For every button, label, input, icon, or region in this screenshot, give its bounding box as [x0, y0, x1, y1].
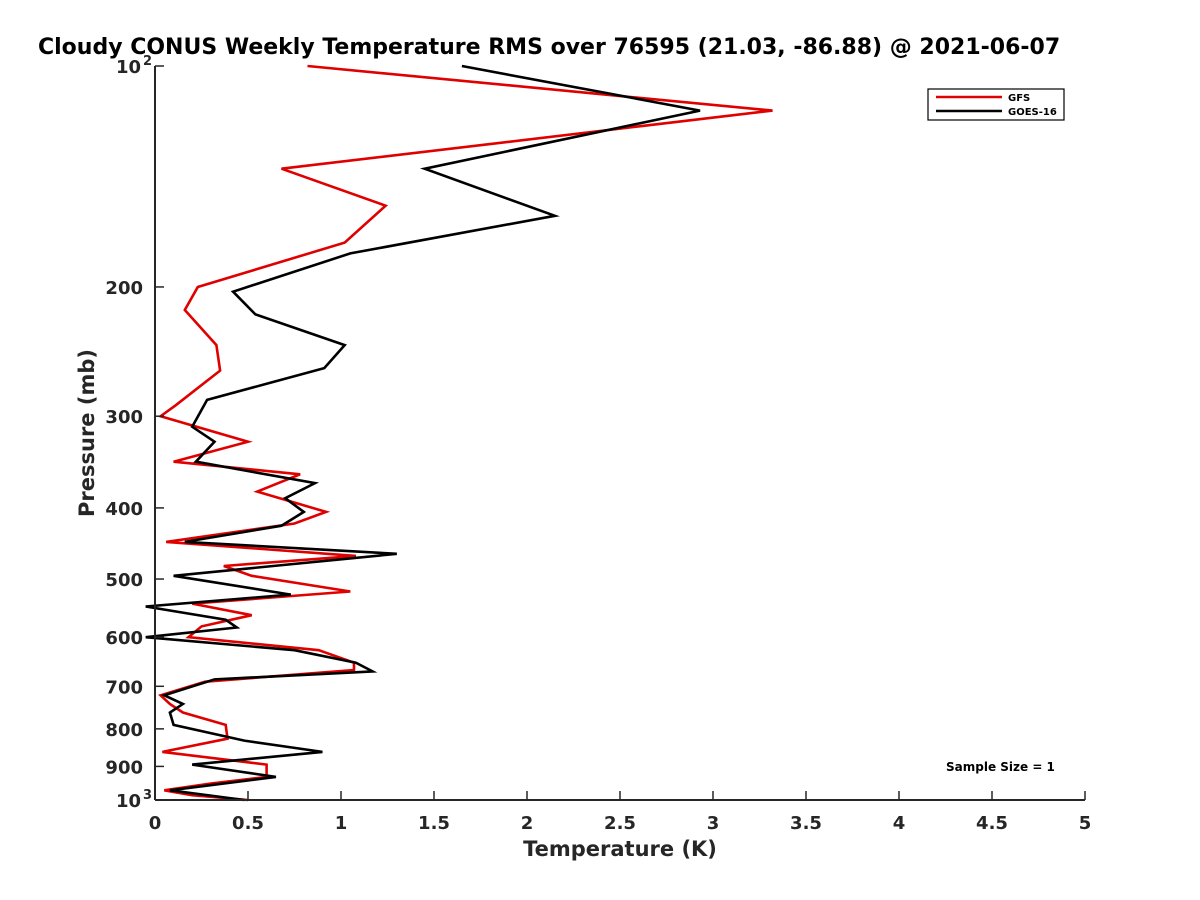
y-tick-label: 300: [105, 407, 143, 428]
x-tick-label: 4: [893, 813, 906, 834]
x-tick-label: 1: [335, 813, 348, 834]
x-tick-label: 1.5: [418, 813, 450, 834]
y-tick-label: 900: [105, 757, 143, 778]
y-tick-exponent: 3: [143, 788, 152, 803]
x-ticks: 0 0.5 1 1.5 2 2.5 3 3.5 4 4.5 5: [149, 791, 1092, 834]
x-tick-label: 5: [1079, 813, 1092, 834]
y-tick-label: 700: [105, 677, 143, 698]
legend: GFS GOES-16: [927, 88, 1065, 121]
series-line-goes16: [145, 64, 701, 802]
x-tick-label: 4.5: [976, 813, 1008, 834]
x-tick-label: 3: [707, 813, 720, 834]
legend-label-goes16: GOES-16: [1008, 107, 1057, 118]
x-axis-label: Temperature (K): [523, 837, 717, 861]
x-tick-label: 2.5: [604, 813, 636, 834]
y-tick-label: 10: [116, 791, 141, 812]
x-tick-label: 2: [521, 813, 534, 834]
legend-box: [927, 88, 1065, 121]
y-axis-label: Pressure (mb): [75, 349, 99, 517]
y-tick-label: 400: [105, 499, 143, 520]
chart-title: Cloudy CONUS Weekly Temperature RMS over…: [38, 35, 1060, 60]
legend-label-gfs: GFS: [1008, 93, 1030, 104]
series-layer: [145, 64, 773, 802]
y-tick-label: 600: [105, 628, 143, 649]
series-line-gfs: [157, 64, 773, 802]
y-tick-label: 200: [105, 278, 143, 299]
x-tick-label: 0: [149, 813, 162, 834]
x-tick-label: 3.5: [790, 813, 822, 834]
y-tick-exponent: 2: [143, 54, 152, 69]
sample-size-annotation: Sample Size = 1: [946, 760, 1055, 774]
x-tick-label: 0.5: [232, 813, 264, 834]
y-tick-label: 10: [116, 57, 141, 78]
y-tick-label: 800: [105, 720, 143, 741]
y-tick-label: 500: [105, 570, 143, 591]
